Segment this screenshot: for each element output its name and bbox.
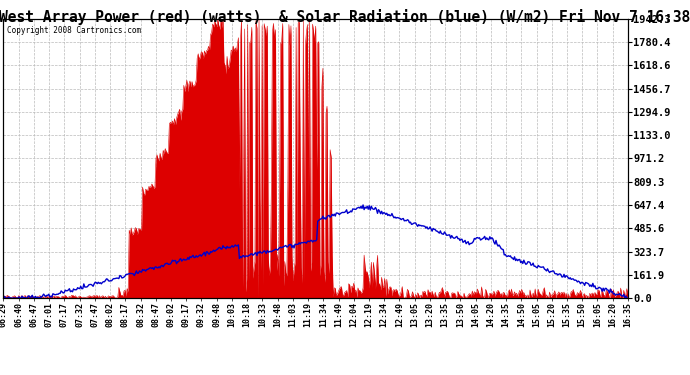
- Text: Copyright 2008 Cartronics.com: Copyright 2008 Cartronics.com: [7, 26, 141, 35]
- Text: West Array Power (red) (watts)  & Solar Radiation (blue) (W/m2) Fri Nov 7 16:38: West Array Power (red) (watts) & Solar R…: [0, 9, 690, 26]
